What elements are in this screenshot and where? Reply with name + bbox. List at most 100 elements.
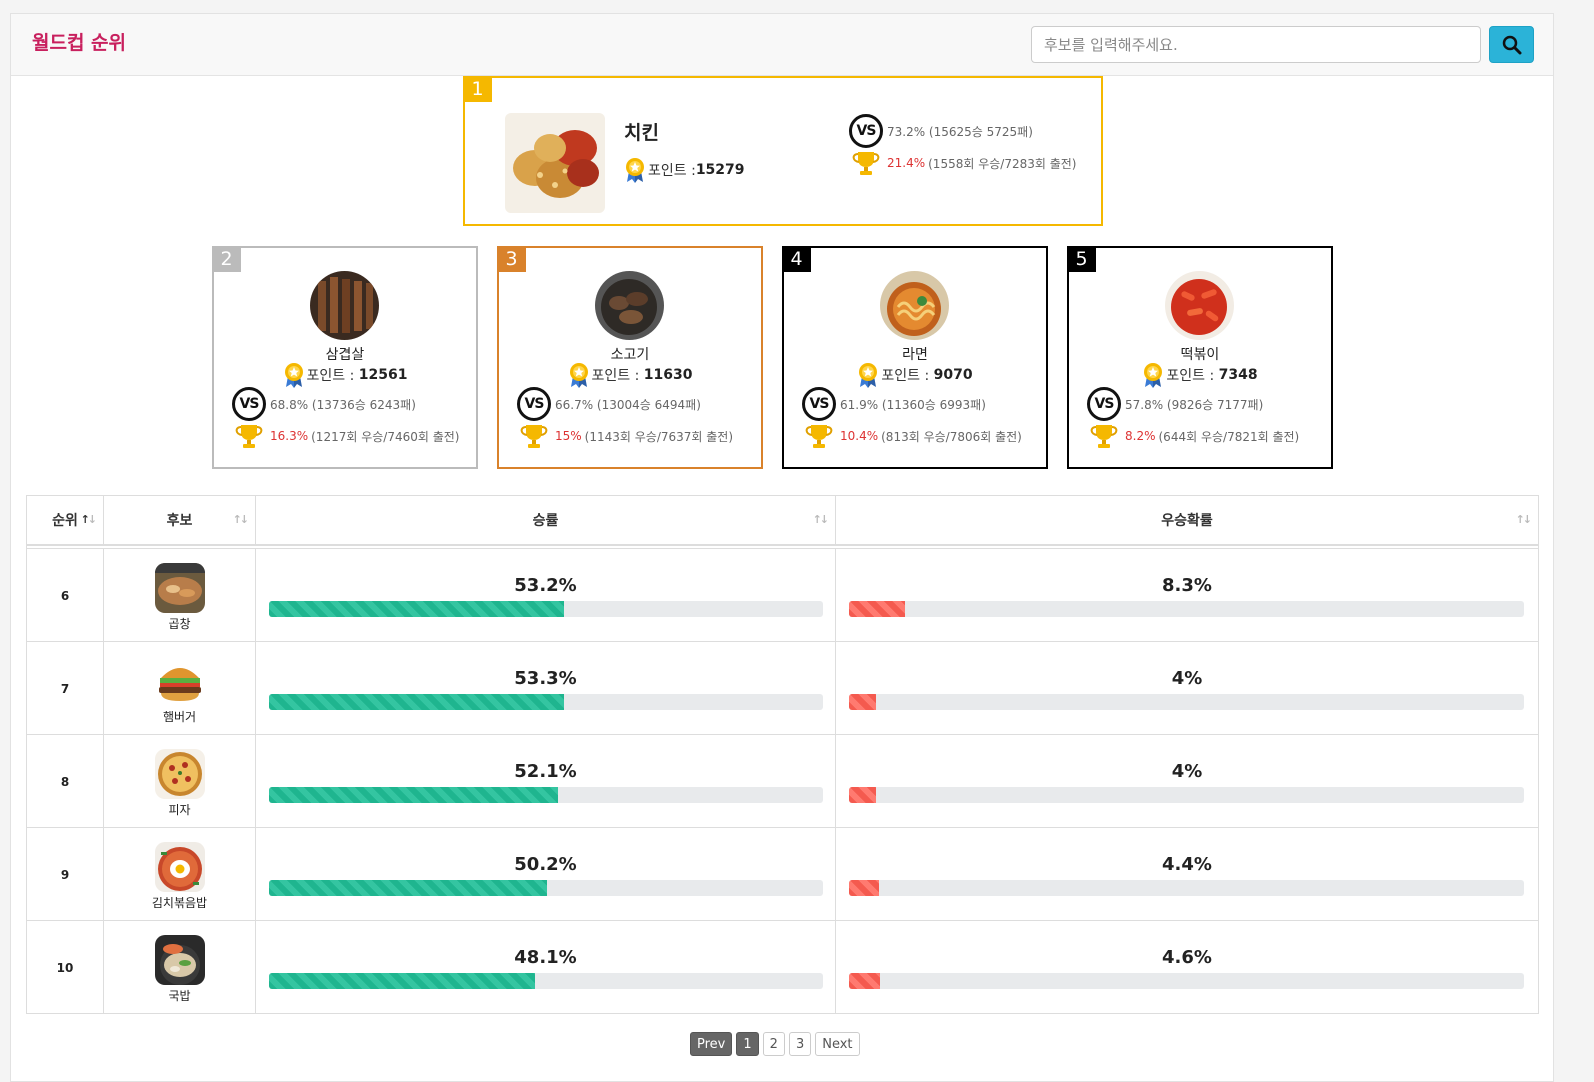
win-rate-cell: 52.1% bbox=[256, 735, 836, 828]
table-header: 순위 ↑↓ 후보 ↑↓ 승률 ↑↓ 우승확률 ↑↓ bbox=[27, 496, 1538, 546]
pagination: Prev 1 2 3 Next bbox=[690, 1032, 860, 1056]
candidate-name: 햄버거 bbox=[162, 710, 197, 724]
rank-cell: 6 bbox=[27, 549, 104, 642]
win-rate-bar bbox=[269, 694, 823, 710]
rank-2-card[interactable]: 2 삼겹살 포인트 : 12561 VS 68.8% (13736승 6243패… bbox=[212, 246, 478, 469]
search-button[interactable] bbox=[1489, 26, 1534, 63]
win-rate-cell: 48.1% bbox=[256, 921, 836, 1014]
win-rate-bar bbox=[269, 601, 823, 617]
win-rate-bar-fill bbox=[269, 973, 536, 989]
win-prob-bar bbox=[849, 601, 1524, 617]
search-icon bbox=[1502, 35, 1521, 54]
win-rate-bar-fill bbox=[269, 787, 558, 803]
win-rate-value: 50.2% bbox=[514, 854, 577, 875]
rank-cell: 7 bbox=[27, 642, 104, 735]
table-row[interactable]: 6 곱창 53.2% 8.3% bbox=[27, 548, 1538, 642]
win-prob-value: 8.3% bbox=[1162, 575, 1212, 596]
page-2-button[interactable]: 2 bbox=[762, 1032, 785, 1056]
points-display: 포인트 : 9070 bbox=[784, 362, 1046, 388]
win-prob-bar-fill bbox=[849, 694, 876, 710]
points-display: 포인트 : 12561 bbox=[214, 362, 476, 388]
win-rate-bar-fill bbox=[269, 880, 548, 896]
points-label: 포인트 : bbox=[306, 368, 355, 384]
rank-4-card[interactable]: 4 라면 포인트 : 9070 VS 61.9% (11360승 6993패) … bbox=[782, 246, 1048, 469]
vs-stat: VS 73.2% (15625승 5725패) bbox=[849, 114, 1033, 148]
medal-icon bbox=[284, 363, 303, 388]
rank-1-card[interactable]: 1 치킨 포인트 :15279 VS 73.2% (15625승 5725패) … bbox=[463, 76, 1103, 226]
win-prob-value: 4% bbox=[1171, 668, 1203, 689]
candidate-photo bbox=[310, 271, 379, 340]
win-pct: 8.2% bbox=[1125, 429, 1156, 443]
win-prob-bar-fill bbox=[849, 787, 876, 803]
vs-stat: VS 66.7% (13004승 6494패) bbox=[517, 387, 701, 421]
table-row[interactable]: 9 김치볶음밥 50.2% 4.4% bbox=[27, 827, 1538, 921]
page-3-button[interactable]: 3 bbox=[788, 1032, 812, 1056]
table-row[interactable]: 10 국밥 48.1% 4.6% bbox=[27, 920, 1538, 1014]
table-row[interactable]: 8 피자 52.1% 4% bbox=[27, 734, 1538, 828]
win-pct: 21.4% bbox=[887, 156, 926, 170]
prev-button[interactable]: Prev bbox=[690, 1032, 733, 1056]
win-rate-cell: 53.2% bbox=[256, 549, 836, 642]
search-input[interactable] bbox=[1031, 26, 1481, 63]
top-navbar: 월드컵 순위 bbox=[11, 14, 1553, 76]
trophy-icon bbox=[852, 152, 880, 175]
win-prob-bar bbox=[849, 787, 1524, 803]
points-value: 12561 bbox=[358, 367, 408, 383]
win-rate-value: 52.1% bbox=[514, 761, 577, 782]
th-rank[interactable]: 순위 ↑↓ bbox=[27, 496, 104, 544]
candidate-name: 치킨 bbox=[624, 122, 659, 144]
win-rate-cell: 50.2% bbox=[256, 828, 836, 921]
next-button[interactable]: Next bbox=[815, 1032, 860, 1056]
win-rate-bar-fill bbox=[269, 694, 565, 710]
rank-3-card[interactable]: 3 소고기 포인트 : 11630 VS 66.7% (13004승 6494패… bbox=[497, 246, 763, 469]
win-rate-value: 48.1% bbox=[514, 947, 577, 968]
rank-5-card[interactable]: 5 떡볶이 포인트 : 7348 VS 57.8% (9826승 7177패) … bbox=[1067, 246, 1333, 469]
trophy-stat: 21.4% (1558회 우승/7283회 출전) bbox=[849, 150, 1076, 176]
win-detail: (1217회 우승/7460회 출전) bbox=[311, 429, 460, 444]
candidate-photo bbox=[505, 113, 605, 213]
sort-icon: ↑↓ bbox=[1515, 513, 1533, 526]
table-row[interactable]: 7 햄버거 53.3% 4% bbox=[27, 641, 1538, 735]
win-rate-text: 66.7% (13004승 6494패) bbox=[555, 397, 701, 412]
trophy-stat: 10.4% (813회 우승/7806회 출전) bbox=[802, 423, 1022, 449]
candidate-photo bbox=[1165, 271, 1234, 340]
win-rate-bar bbox=[269, 880, 823, 896]
win-prob-value: 4.4% bbox=[1162, 854, 1212, 875]
trophy-stat: 8.2% (644회 우승/7821회 출전) bbox=[1087, 423, 1299, 449]
candidate-cell: 곱창 bbox=[104, 549, 256, 642]
vs-icon: VS bbox=[849, 114, 883, 148]
candidate-name: 라면 bbox=[902, 347, 928, 363]
rank-cell: 8 bbox=[27, 735, 104, 828]
candidate-cell: 피자 bbox=[104, 735, 256, 828]
rank-badge: 3 bbox=[497, 246, 526, 272]
win-rate-text: 73.2% (15625승 5725패) bbox=[887, 124, 1033, 139]
vs-stat: VS 57.8% (9826승 7177패) bbox=[1087, 387, 1263, 421]
rank-cell: 9 bbox=[27, 828, 104, 921]
candidate-thumb bbox=[154, 935, 205, 985]
candidate-cell: 김치볶음밥 bbox=[104, 828, 256, 921]
th-candidate[interactable]: 후보 ↑↓ bbox=[104, 496, 256, 544]
th-win-rate[interactable]: 승률 ↑↓ bbox=[256, 496, 836, 544]
win-rate-value: 53.2% bbox=[514, 575, 577, 596]
points-label: 포인트 : bbox=[648, 163, 696, 179]
sort-asc-icon: ↑↓ bbox=[80, 513, 98, 526]
vs-icon: VS bbox=[1087, 387, 1121, 421]
page-frame: 월드컵 순위 1 치킨 포인트 :15279 VS 73.2% ( bbox=[10, 13, 1554, 1082]
vs-stat: VS 68.8% (13736승 6243패) bbox=[232, 387, 416, 421]
candidate-cell: 햄버거 bbox=[104, 642, 256, 735]
points-value: 9070 bbox=[933, 367, 973, 383]
candidate-name: 김치볶음밥 bbox=[151, 896, 208, 910]
candidate-name: 삼겹살 bbox=[325, 347, 365, 363]
win-prob-cell: 4% bbox=[836, 642, 1538, 735]
medal-icon bbox=[569, 363, 588, 388]
points-display: 포인트 : 11630 bbox=[499, 362, 761, 388]
page-1-button[interactable]: 1 bbox=[736, 1032, 759, 1056]
trophy-stat: 16.3% (1217회 우승/7460회 출전) bbox=[232, 423, 459, 449]
page-title[interactable]: 월드컵 순위 bbox=[32, 32, 127, 54]
points-display: 포인트 :15279 bbox=[624, 157, 745, 183]
win-detail: (813회 우승/7806회 출전) bbox=[881, 429, 1022, 444]
th-win-prob[interactable]: 우승확률 ↑↓ bbox=[836, 496, 1538, 544]
win-prob-cell: 4.4% bbox=[836, 828, 1538, 921]
win-pct: 10.4% bbox=[840, 429, 879, 443]
win-prob-bar-fill bbox=[849, 973, 881, 989]
